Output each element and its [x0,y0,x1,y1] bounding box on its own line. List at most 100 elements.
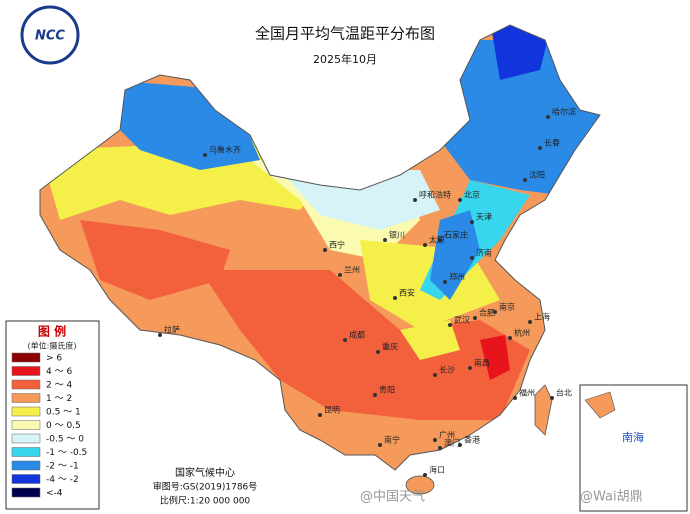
city-label: 天津 [476,212,492,222]
legend-title: 图 例 [38,324,66,339]
city-dot [343,338,347,342]
city-label: 重庆 [382,342,398,352]
city-label: 太原 [429,235,445,245]
legend-label: -2 ～ -1 [46,462,79,472]
city-label: 银川 [389,230,405,240]
legend-label: 0 ～ 0.5 [46,421,81,431]
logo-text: NCC [35,29,65,44]
city-label: 福州 [519,389,535,398]
city-label: 兰州 [344,265,360,275]
legend-items: > 6 4 ～ 6 2 ～ 4 1 ～ 2 0.5 ～ 1 0 ～ 0.5 -0.5 ～ 0… [11,352,87,499]
legend-unit: (单位:摄氏度) [28,341,77,351]
legend-label: > 6 [46,354,62,364]
legend-swatch [11,474,41,484]
city-dot [378,443,382,447]
city-label: 香港 [464,435,480,445]
legend-swatch [11,406,41,417]
city-label: 呼和浩特 [419,190,451,200]
legend-label: -1 ～ -0.5 [46,448,87,458]
city-dot [338,273,342,277]
hainan [405,475,435,495]
city-label: 郑州 [449,272,465,282]
city-dot [528,320,532,324]
city-dot [458,443,462,447]
city-label: 哈尔滨 [552,107,576,117]
watermark: @Wai胡鼎 [580,490,643,505]
city-label: 沈阳 [529,170,545,180]
city-label: 广州 [439,430,455,440]
city-dot [323,248,327,252]
footer-agency: 国家气候中心 [175,466,235,479]
city-dot [438,238,442,242]
city-label: 北京 [464,190,480,200]
city-dot [376,350,380,354]
city-label: 成都 [349,330,365,340]
city-label: 上海 [534,312,550,322]
city-dot [473,316,477,320]
city-dot [538,146,542,150]
legend-label: <-4 [46,489,63,499]
city-dot [448,323,452,327]
logo-ring [20,5,80,65]
city-label: 武汉 [454,315,470,325]
city-dot [523,178,527,182]
anomaly-region [420,40,600,200]
city-dot [433,438,437,442]
anomaly-region [400,320,460,360]
city-label: 南京 [499,302,515,312]
anomaly-region [80,220,230,300]
legend-swatch [11,379,41,390]
legend-label: 0.5 ～ 1 [46,408,81,418]
legend-label: 1 ～ 2 [46,394,72,404]
city-label: 西安 [399,288,415,298]
taiwan [534,384,553,436]
city-dot [550,396,554,400]
legend-swatch [11,352,41,363]
city-dot [423,473,427,477]
legend-label: 2 ～ 4 [46,381,72,391]
city-label: 海口 [429,465,445,475]
legend-swatch [11,433,41,444]
map-title: 全国月平均气温距平分布图 [255,25,435,43]
legend-swatch [11,487,41,498]
city-label: 拉萨 [164,325,180,335]
city-dot [373,393,377,397]
city-label: 杭州 [514,328,530,338]
watermark: @中国天气 [360,489,425,505]
inset-label: 南海 [622,430,644,444]
legend-swatch [11,366,41,376]
city-dot [413,198,417,202]
city-label: 合肥 [479,308,495,318]
city-label: 济南 [476,248,492,258]
city-dot [438,446,442,450]
footer-approval: 审图号:GS(2019)1786号 [153,481,258,493]
city-dot [433,373,437,377]
city-dot [493,310,497,314]
legend-label: -4 ～ -2 [46,475,79,485]
city-dot [470,220,474,224]
city-label: 南宁 [384,435,400,445]
city-dot [470,256,474,260]
city-dot [383,238,387,242]
legend-label: 4 ～ 6 [46,367,72,377]
city-label: 石家庄 [444,230,468,240]
city-label: 长沙 [439,365,455,375]
city-label: 南昌 [474,358,490,368]
legend-swatch [11,447,41,457]
city-dot [513,396,517,400]
city-label: 西宁 [329,240,345,250]
city-dot [468,366,472,370]
city-dot [546,115,550,119]
anomaly-region [480,335,510,380]
city-dot [443,280,447,284]
inset-coast [584,391,616,419]
legend-swatch [11,460,41,471]
city-dot [423,243,427,247]
city-label: 昆明 [324,406,340,415]
anomaly-region [200,270,530,420]
city-dot [158,333,162,337]
footer-scale: 比例尺:1:20 000 000 [160,495,251,507]
city-dot [458,198,462,202]
